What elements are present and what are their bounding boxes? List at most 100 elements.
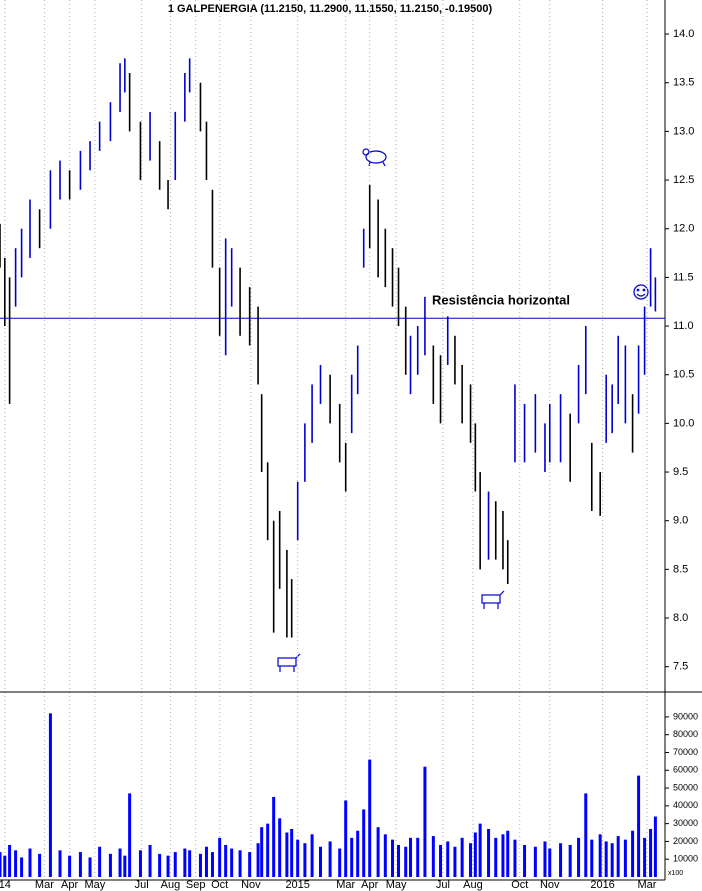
y-tick-label: 10.0 xyxy=(673,417,694,429)
volume-bar xyxy=(14,850,18,877)
volume-bar xyxy=(568,844,572,877)
volume-bar xyxy=(158,853,162,877)
volume-bar xyxy=(128,793,132,877)
volume-bar xyxy=(649,828,653,877)
volume-bar xyxy=(28,848,32,877)
x-tick-label: Sep xyxy=(186,879,206,891)
volume-bar xyxy=(637,775,641,877)
volume-bar xyxy=(631,830,635,877)
volume-bar xyxy=(543,841,547,877)
volume-bar xyxy=(460,837,464,877)
y-tick-label: 8.0 xyxy=(673,612,688,624)
volume-bar xyxy=(318,846,322,877)
volume-bar xyxy=(383,834,387,877)
volume-bar xyxy=(20,857,24,877)
volume-bar xyxy=(397,844,401,877)
volume-bar xyxy=(501,834,505,877)
volume-bar xyxy=(473,832,477,877)
volume-bar xyxy=(431,836,435,877)
volume-bar xyxy=(48,713,52,877)
x-tick-label: Aug xyxy=(161,879,181,891)
volume-bar xyxy=(506,830,510,877)
y-tick-label: 13.5 xyxy=(673,77,694,89)
volume-bar xyxy=(643,837,647,877)
x-tick-label: Mar xyxy=(638,879,657,891)
x-tick-label: May xyxy=(84,879,105,891)
volume-bar xyxy=(58,850,62,877)
volume-bar xyxy=(210,852,214,877)
volume-bar xyxy=(590,839,594,877)
x-tick-label: Apr xyxy=(61,879,78,891)
volume-bar xyxy=(409,837,413,877)
volume-tick-label: 60000 xyxy=(673,765,698,775)
volume-bar xyxy=(533,846,537,877)
volume-bar xyxy=(328,841,332,877)
volume-tick-label: 50000 xyxy=(673,782,698,792)
volume-bar xyxy=(3,855,7,877)
x-tick-label: Jul xyxy=(135,879,149,891)
volume-bar xyxy=(118,848,122,877)
volume-bar xyxy=(0,852,2,877)
volume-bar xyxy=(278,818,282,877)
volume-bar xyxy=(173,852,177,877)
x-tick-label: 2016 xyxy=(590,879,614,891)
x-tick-label: 2015 xyxy=(285,879,309,891)
volume-bar xyxy=(204,846,208,877)
volume-bar xyxy=(598,834,602,877)
x-tick-label: 14 xyxy=(0,879,11,891)
x-tick-label: Mar xyxy=(35,879,54,891)
volume-bar xyxy=(285,832,289,877)
volume-bar xyxy=(362,809,366,877)
volume-bar xyxy=(344,800,348,877)
volume-bar xyxy=(68,855,72,877)
smiley-icon xyxy=(633,284,649,300)
x-tick-label: Jul xyxy=(436,879,450,891)
volume-bar xyxy=(653,816,657,877)
volume-bar xyxy=(188,850,192,877)
volume-tick-label: 30000 xyxy=(673,818,698,828)
x-tick-label: Apr xyxy=(361,879,378,891)
volume-bar xyxy=(303,843,307,877)
chart-title: 1 GALPENERGIA (11.2150, 11.2900, 11.1550… xyxy=(168,3,493,15)
volume-tick-label: 80000 xyxy=(673,729,698,739)
volume-bar xyxy=(38,853,42,877)
x-tick-label: May xyxy=(386,879,407,891)
volume-bar xyxy=(166,855,170,877)
volume-bar xyxy=(350,837,354,877)
y-tick-label: 12.5 xyxy=(673,174,694,186)
y-tick-label: 9.0 xyxy=(673,515,688,527)
volume-bar xyxy=(376,827,380,877)
y-tick-label: 11.5 xyxy=(673,271,694,283)
volume-bar xyxy=(272,796,276,877)
volume-bar xyxy=(198,853,202,877)
y-tick-label: 7.5 xyxy=(673,661,688,673)
volume-bar xyxy=(183,848,187,877)
volume-tick-label: 20000 xyxy=(673,836,698,846)
x-tick-label: Oct xyxy=(511,879,528,891)
volume-bar xyxy=(98,846,102,877)
volume-bar xyxy=(469,843,473,877)
volume-tick-label: 40000 xyxy=(673,800,698,810)
volume-tick-label: 10000 xyxy=(673,854,698,864)
volume-bar xyxy=(138,850,142,877)
volume-bar xyxy=(453,846,457,877)
resistance-label: Resistência horizontal xyxy=(432,293,570,308)
volume-bar xyxy=(439,844,443,877)
volume-bar xyxy=(88,857,92,877)
volume-bar xyxy=(577,837,581,877)
volume-tick-label: 90000 xyxy=(673,711,698,721)
volume-bar xyxy=(238,850,242,877)
volume-bar xyxy=(310,834,314,877)
volume-bar xyxy=(478,823,482,877)
y-tick-label: 12.0 xyxy=(673,223,694,235)
volume-bar xyxy=(266,823,270,877)
x-tick-label: Aug xyxy=(463,879,483,891)
volume-bar xyxy=(356,830,360,877)
volume-bar xyxy=(290,828,294,877)
y-tick-label: 14.0 xyxy=(673,28,694,40)
volume-bar xyxy=(446,841,450,877)
volume-bar xyxy=(616,836,620,877)
volume-bar xyxy=(260,827,264,877)
volume-bar xyxy=(584,793,588,877)
